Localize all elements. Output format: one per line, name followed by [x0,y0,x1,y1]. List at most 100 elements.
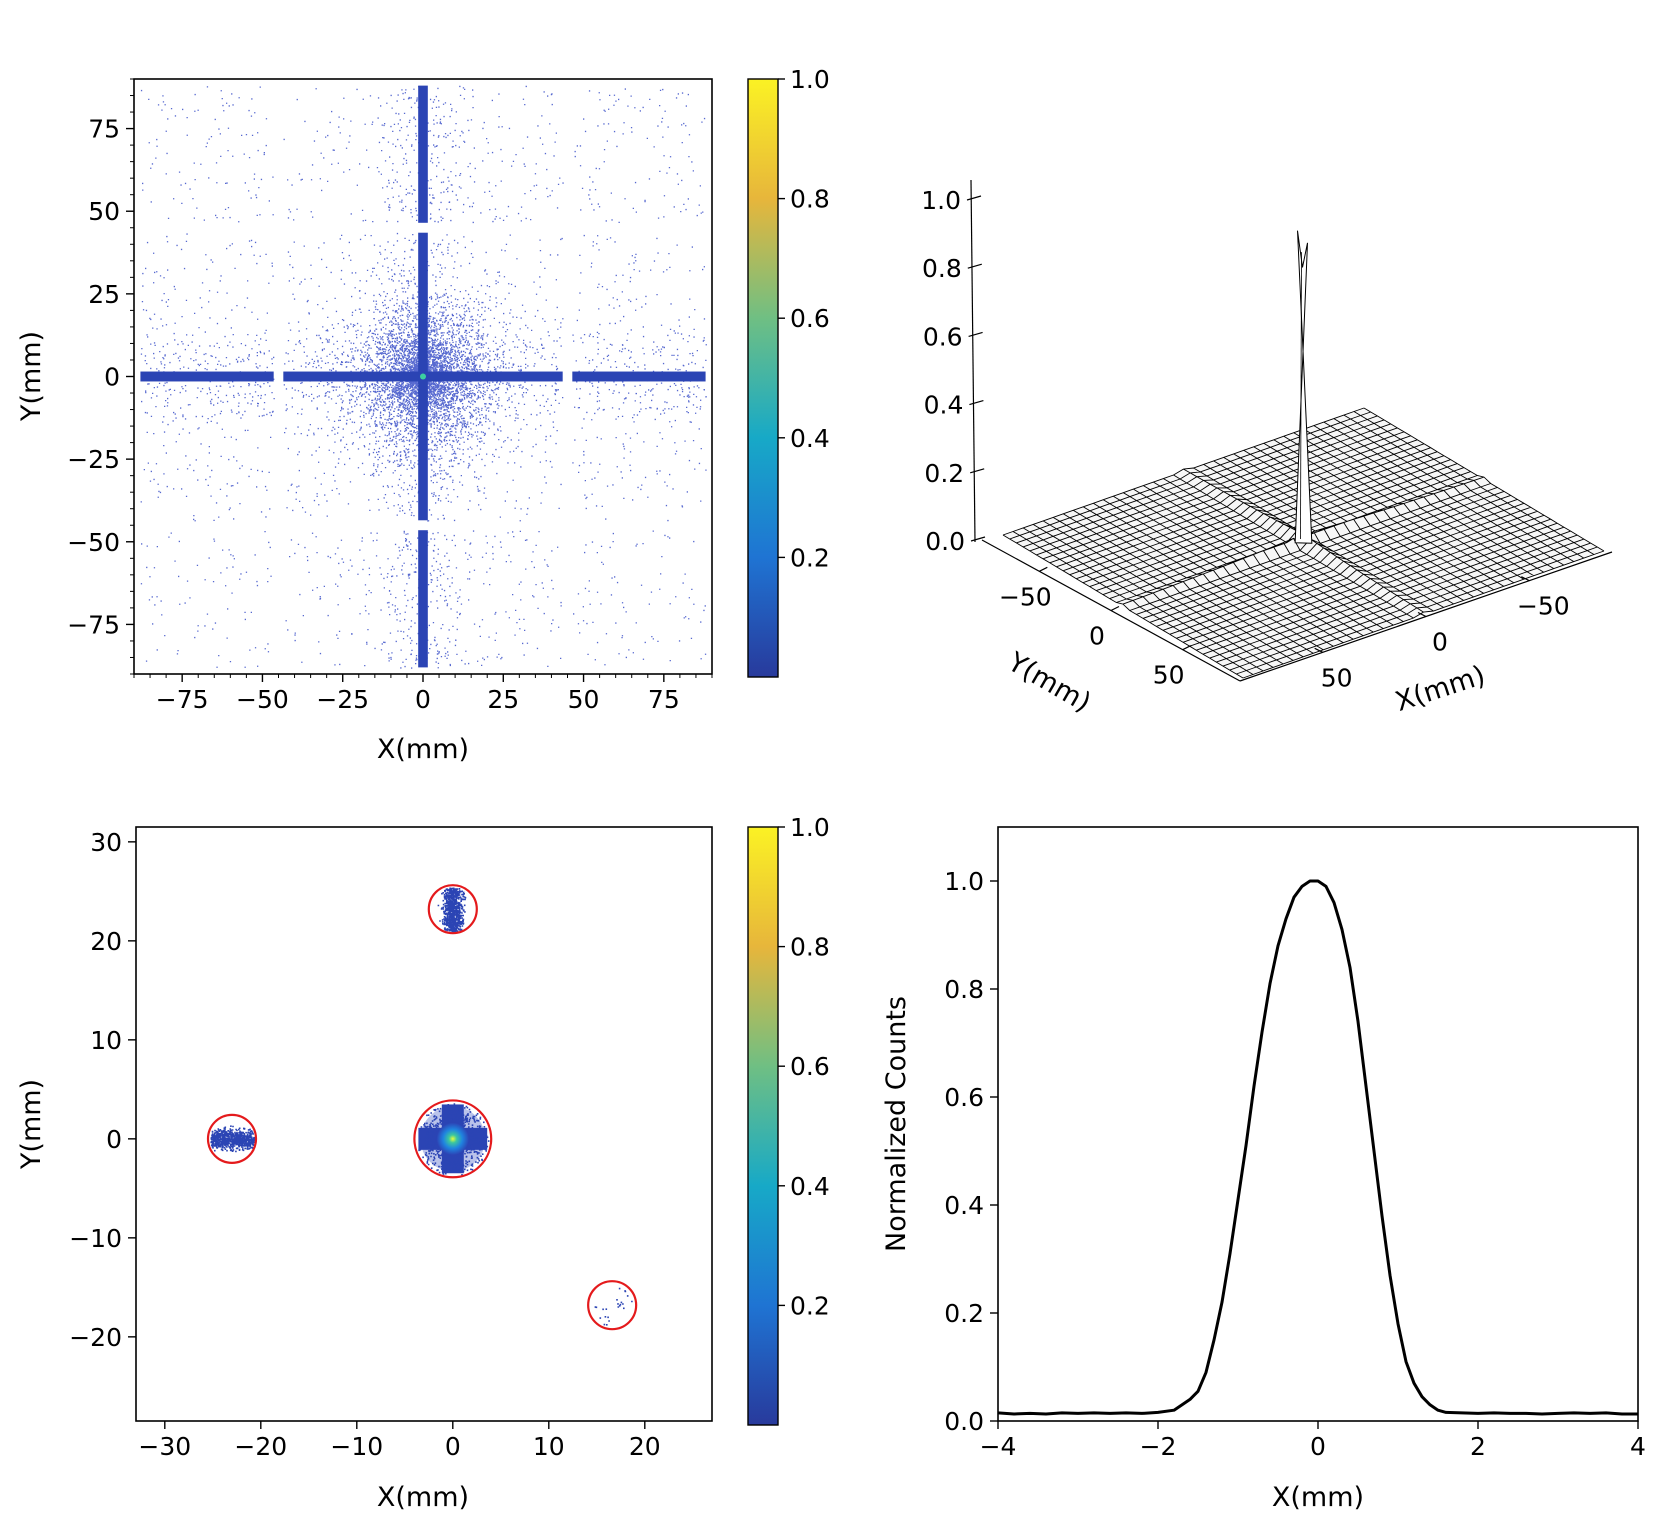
panel-a: −75 −50 −25 0 25 50 75 −75 −50 −25 0 25 50 75 X(mm) Y… [16,65,830,765]
colorbar-tick-label: 0.8 [790,185,830,214]
x3d-tick-label: 50 [1321,663,1353,692]
y-tick-label: 0.0 [944,1407,984,1436]
x-tick-label: −30 [138,1432,191,1461]
panel-c-frame [135,826,713,1422]
x3d-tick-label: −50 [1517,592,1570,621]
vertical-arm [418,530,428,668]
x-tick-label: 4 [1630,1432,1646,1461]
panel-d: −4 −2 0 2 4 0.0 0.2 0.4 0.6 0.8 1.0 X(mm) Normaliz… [881,826,1646,1513]
panel-d-axes: −4 −2 0 2 4 0.0 0.2 0.4 0.6 0.8 1.0 [944,867,1646,1461]
x-tick-label: 75 [648,685,680,714]
profile-line [998,879,1638,1416]
panel-b-xlabel: X(mm) [1392,660,1489,718]
y-tick-label: 0.2 [944,1299,984,1328]
z-tick [967,263,982,269]
y3d-tick-label: 0 [1089,622,1105,651]
panel-b-ylabel: Y(mm) [1002,646,1096,718]
x-tick-label: −2 [1140,1432,1177,1461]
panel-a-heatmap [140,85,707,669]
y-tick-label: 1.0 [944,867,984,896]
x-tick-label: −75 [156,685,209,714]
y-tick-label: 25 [88,280,120,309]
z-tick-label: 0.4 [924,391,964,420]
surface-mesh [1002,407,1605,679]
horizontal-arm [140,371,274,382]
panel-d-plot [998,879,1638,1416]
panel-a-xlabel: X(mm) [377,734,469,765]
y-tick-label: 50 [88,197,120,226]
panel-b-surface [1002,230,1605,679]
y-tick-label: 0 [106,1125,122,1154]
x-tick-label: 2 [1470,1432,1486,1461]
panel-c-axes: −30 −20 −10 0 10 20 −20 −10 0 10 20 30 [69,828,660,1461]
x-tick-label: −50 [236,685,289,714]
panel-a-ylabel: Y(mm) [16,331,47,422]
peak-spot [420,373,426,380]
z-tick-label: 0.6 [923,322,963,351]
colorbar-tick-label: 1.0 [790,65,830,94]
colorbar-tick-label: 0.4 [790,1172,830,1201]
x-tick-label: 50 [568,685,600,714]
x3d-tick-label: 0 [1432,628,1448,657]
y3d-tick [1039,566,1048,572]
y-tick-label: 0 [104,363,120,392]
y-tick-label: 10 [90,1026,122,1055]
x-tick-label: −4 [980,1432,1017,1461]
spot-hotspot [436,1122,469,1155]
y-tick-label: 30 [90,828,122,857]
x-tick-label: 0 [445,1432,461,1461]
colorbar-frame [747,826,779,1426]
x-tick-label: 0 [415,685,431,714]
z-tick [968,331,983,337]
horizontal-arm [572,371,706,382]
surface-peak-edge [1300,252,1302,540]
x3d-tick [1417,611,1427,618]
z-tick [970,536,986,542]
panel-d-ylabel: Normalized Counts [881,996,912,1252]
panel-c-colorbar: 0.2 0.4 0.6 0.8 1.0 [747,813,830,1426]
spot-counts [594,1287,633,1326]
z-tick [969,400,984,406]
panel-b: 0.0 0.2 0.4 0.6 0.8 1.0 −50 0 50 −50 0 50 Y(mm) X(m… [921,179,1613,719]
x-tick-label: −20 [234,1432,287,1461]
panel-b-axes: 0.0 0.2 0.4 0.6 0.8 1.0 −50 0 50 −50 0 50 [921,179,1613,692]
z-tick-label: 1.0 [921,186,961,215]
spot-counts [210,1125,256,1153]
colorbar-gradient [748,827,778,1425]
y-tick-label: 20 [90,927,122,956]
z-tick-label: 0.2 [924,459,964,488]
x-tick-label: 25 [487,685,519,714]
colorbar-tick-label: 0.6 [790,304,830,333]
y-tick-label: −25 [67,445,120,474]
panel-a-axes: −75 −50 −25 0 25 50 75 −75 −50 −25 0 25 50 75 [67,78,713,714]
panel-d-xlabel: X(mm) [1272,1482,1364,1513]
colorbar-frame [747,78,779,678]
colorbar-gradient [748,79,778,677]
spot-circle [206,1113,258,1164]
colorbar-tick-label: 0.4 [790,424,830,453]
spot-circle [427,884,478,935]
colorbar-tick-label: 0.8 [790,933,830,962]
vertical-arm [418,85,428,223]
y-tick-label: 75 [88,115,120,144]
y-tick-label: −50 [67,528,120,557]
panel-c-ylabel: Y(mm) [16,1079,47,1170]
surface-peak [1294,230,1313,544]
z-axis-line [970,179,976,543]
x-tick-label: −10 [330,1432,383,1461]
x-tick-label: 20 [629,1432,661,1461]
x-tick-label: −25 [316,685,369,714]
x-tick-label: 0 [1310,1432,1326,1461]
x-tick-label: 10 [533,1432,565,1461]
z-tick-label: 0.0 [925,527,965,556]
z-tick [970,468,985,474]
y-tick-label: 0.8 [944,975,984,1004]
y-tick-label: 0.6 [944,1083,984,1112]
y3d-tick-label: 50 [1153,661,1185,690]
spot-counts [437,887,467,933]
y-tick-label: −75 [67,610,120,639]
z-tick-label: 0.8 [922,254,962,283]
spot-circle [587,1280,638,1331]
